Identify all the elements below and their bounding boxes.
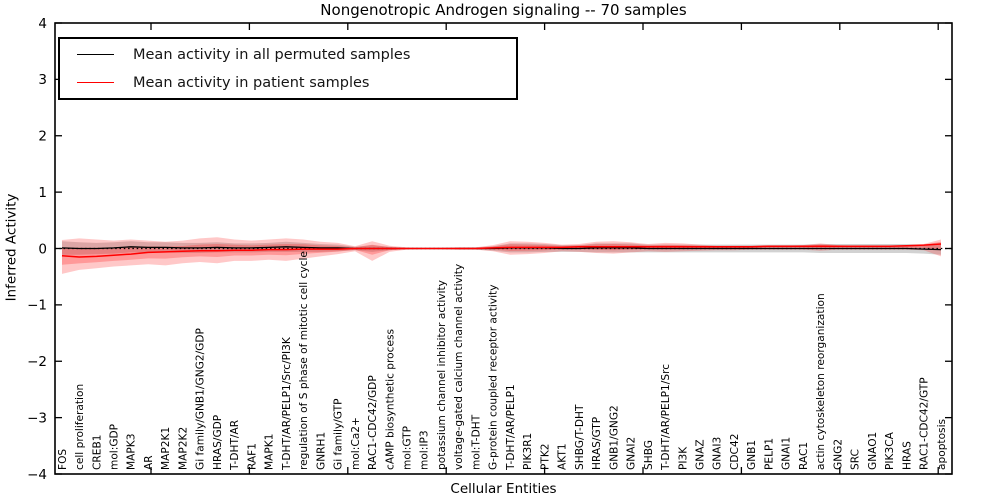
x-tick-label: PI3K xyxy=(677,446,689,470)
patient-line-swatch xyxy=(77,82,114,83)
x-tick-label: voltage-gated calcium channel activity xyxy=(453,264,465,470)
x-tick-label: HRAS/GTP xyxy=(591,416,603,470)
y-tick-label: −1 xyxy=(27,298,47,314)
x-tick-label: mol:T-DHT xyxy=(470,414,482,470)
legend-item-patient: Mean activity in patient samples xyxy=(60,69,516,97)
x-tick-label: mol:Ca2+ xyxy=(350,417,362,470)
x-tick-label: AR xyxy=(143,455,155,470)
x-tick-label: GNG2 xyxy=(832,439,844,470)
x-tick-label: T-DHT/AR/PELP1/Src/PI3K xyxy=(281,336,293,471)
y-tick-label: −3 xyxy=(27,410,47,426)
x-tick-label: SHBG/T-DHT xyxy=(574,404,586,470)
x-tick-label: T-DHT/AR/PELP1 xyxy=(505,384,517,471)
x-tick-label: PIK3CA xyxy=(884,431,896,470)
x-tick-label: cell proliferation xyxy=(74,384,86,470)
y-tick-label: 2 xyxy=(38,129,47,145)
x-axis-label: Cellular Entities xyxy=(450,481,557,497)
x-tick-label: GNAI3 xyxy=(712,437,724,470)
x-tick-label: RAF1 xyxy=(246,443,258,470)
legend-label-permuted: Mean activity in all permuted samples xyxy=(133,46,411,63)
x-tick-label: CDC42 xyxy=(729,434,741,470)
x-tick-label: T-DHT/AR xyxy=(229,419,241,471)
x-tick-label: regulation of S phase of mitotic cell cy… xyxy=(298,251,310,470)
x-tick-label: mol:GDP xyxy=(109,423,121,470)
x-tick-label: mol:IP3 xyxy=(419,430,431,470)
x-tick-label: GNAO1 xyxy=(867,432,879,470)
legend: Mean activity in all permuted samples Me… xyxy=(58,37,518,100)
permuted-line-swatch xyxy=(77,54,114,55)
x-tick-label: GNRH1 xyxy=(315,432,327,470)
y-tick-label: 3 xyxy=(38,72,47,88)
x-tick-label: GNAZ xyxy=(695,439,707,470)
x-tick-label: RAC1-CDC42/GDP xyxy=(367,375,379,470)
x-tick-label: HRAS/GDP xyxy=(212,414,224,470)
x-tick-label: mol:GTP xyxy=(402,425,414,470)
x-tick-label: SHBG xyxy=(643,440,655,470)
x-tick-label: GNB1 xyxy=(746,440,758,470)
x-tick-label: PTK2 xyxy=(539,443,551,470)
x-tick-label: RAC1 xyxy=(798,442,810,470)
x-tick-label: G-protein coupled receptor activity xyxy=(488,285,500,470)
x-tick-label: CREB1 xyxy=(91,435,103,470)
patient-mean-line xyxy=(61,243,942,258)
x-tick-label: cAMP biosynthetic process xyxy=(384,329,396,470)
x-tick-label: potassium channel inhibitor activity xyxy=(436,280,448,470)
x-tick-label: PELP1 xyxy=(763,438,775,470)
y-tick-label: −2 xyxy=(27,354,47,370)
x-tick-label: actin cytoskeleton reorganization xyxy=(815,293,827,470)
x-tick-label: HRAS xyxy=(901,441,913,470)
x-tick-label: MAPK1 xyxy=(264,434,276,470)
x-tick-label: MAP2K2 xyxy=(177,427,189,470)
x-tick-label: T-DHT/AR/PELP1/Src xyxy=(660,364,672,471)
y-tick-label: −4 xyxy=(27,467,47,483)
chart-title: Nongenotropic Androgen signaling -- 70 s… xyxy=(320,1,687,19)
x-tick-label: RAC1-CDC42/GTP xyxy=(919,377,931,470)
y-tick-label: 4 xyxy=(38,16,47,32)
x-tick-label: GNB1/GNG2 xyxy=(608,405,620,470)
x-tick-label: SRC xyxy=(850,449,862,470)
x-tick-label: GNAI1 xyxy=(781,437,793,470)
legend-item-permuted: Mean activity in all permuted samples xyxy=(60,41,516,69)
y-tick-label: 1 xyxy=(38,185,47,201)
legend-label-patient: Mean activity in patient samples xyxy=(133,74,370,91)
x-tick-label: PIK3R1 xyxy=(522,433,534,470)
x-tick-label: AKT1 xyxy=(557,443,569,470)
y-tick-label: 0 xyxy=(38,241,47,257)
x-tick-label: GNAI2 xyxy=(626,437,638,470)
x-tick-label: apoptosis xyxy=(936,419,948,470)
x-tick-label: Gi family/GTP xyxy=(333,398,345,470)
x-tick-label: MAP2K1 xyxy=(160,427,172,470)
x-tick-label: MAPK3 xyxy=(126,434,138,470)
x-tick-label: Gi family/GNB1/GNG2/GDP xyxy=(195,327,207,470)
x-tick-label: FOS xyxy=(57,449,69,470)
